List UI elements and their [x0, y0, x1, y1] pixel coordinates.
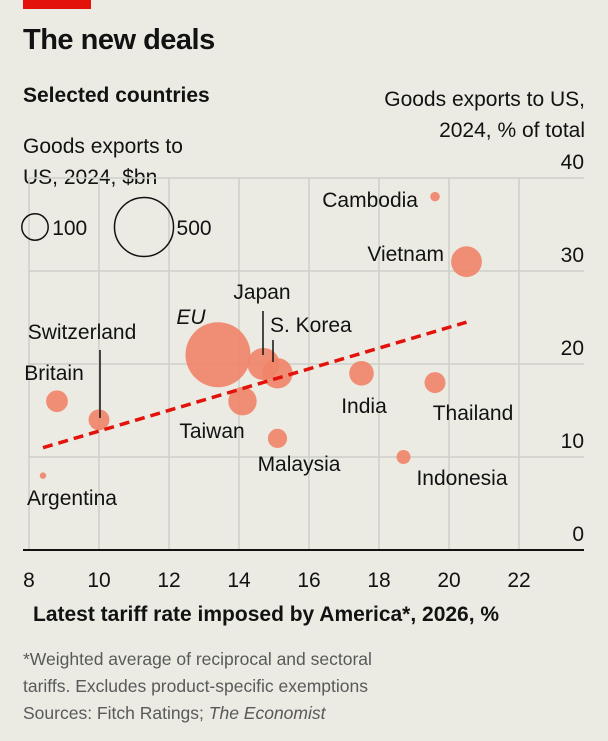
point-label-india: India: [341, 395, 387, 418]
y-tick-label: 20: [561, 337, 584, 360]
y-tick-label: 40: [561, 151, 584, 174]
point-label-indonesia: Indonesia: [416, 467, 507, 490]
bubble-vietnam: [451, 246, 482, 278]
bubble-indonesia: [396, 450, 411, 464]
y-tick-label: 0: [572, 523, 584, 546]
brand-tag: [23, 0, 91, 9]
trend-line: [42, 320, 467, 450]
source-prefix: Sources: Fitch Ratings;: [23, 703, 209, 723]
point-label-japan: Japan: [233, 281, 290, 304]
point-label-britain: Britain: [24, 362, 84, 385]
point-label-eu: EU: [176, 306, 206, 329]
chart-title: The new deals: [23, 24, 215, 56]
point-label-taiwan: Taiwan: [179, 420, 244, 443]
size-legend-title-line: Goods exports to: [23, 135, 183, 158]
bubble-switzerland: [88, 409, 110, 431]
size-legend-circle-large: [113, 196, 175, 258]
y-axis-title-line: 2024, % of total: [439, 119, 585, 142]
point-label-cambodia: Cambodia: [322, 189, 418, 212]
point-label-thailand: Thailand: [433, 402, 514, 425]
bubble-malaysia: [267, 428, 288, 449]
point-label-s-korea: S. Korea: [270, 314, 352, 337]
y-axis-title: Goods exports to US, 2024, % of total: [384, 84, 585, 146]
x-tick-label: 20: [437, 569, 460, 592]
chart-subtitle: Selected countries: [23, 84, 210, 107]
x-tick-label: 12: [157, 569, 180, 592]
bubble-india: [349, 360, 374, 386]
point-label-vietnam: Vietnam: [367, 243, 444, 266]
source-publication: The Economist: [208, 703, 326, 723]
bubble-cambodia: [430, 191, 440, 202]
point-label-malaysia: Malaysia: [258, 453, 341, 476]
y-axis-title-line: Goods exports to US,: [384, 88, 585, 111]
y-tick-label: 10: [561, 430, 584, 453]
bubble-thailand: [424, 372, 446, 394]
size-legend-label-large: 500: [177, 217, 212, 240]
bubble-britain: [46, 390, 68, 413]
x-tick-label: 10: [87, 569, 110, 592]
point-label-switzerland: Switzerland: [28, 321, 137, 344]
x-tick-label: 18: [367, 569, 390, 592]
size-legend-circle-small: [21, 213, 49, 241]
bubble-argentina: [39, 472, 47, 479]
bubble-taiwan: [228, 386, 257, 416]
footnote: *Weighted average of reciprocal and sect…: [23, 646, 372, 727]
point-label-argentina: Argentina: [27, 487, 117, 510]
x-axis-title: Latest tariff rate imposed by America*, …: [33, 603, 500, 626]
x-tick-label: 22: [507, 569, 530, 592]
source-line: Sources: Fitch Ratings; The Economist: [23, 700, 372, 727]
size-legend-label-small: 100: [52, 217, 87, 240]
x-tick-label: 16: [297, 569, 320, 592]
x-tick-label: 8: [23, 569, 35, 592]
footnote-line: *Weighted average of reciprocal and sect…: [23, 649, 372, 669]
x-tick-label: 14: [227, 569, 251, 592]
footnote-line: tariffs. Excludes product-specific exemp…: [23, 676, 368, 696]
y-tick-label: 30: [561, 244, 584, 267]
bubble-s-korea: [262, 358, 293, 389]
bubble-eu: [185, 322, 251, 388]
